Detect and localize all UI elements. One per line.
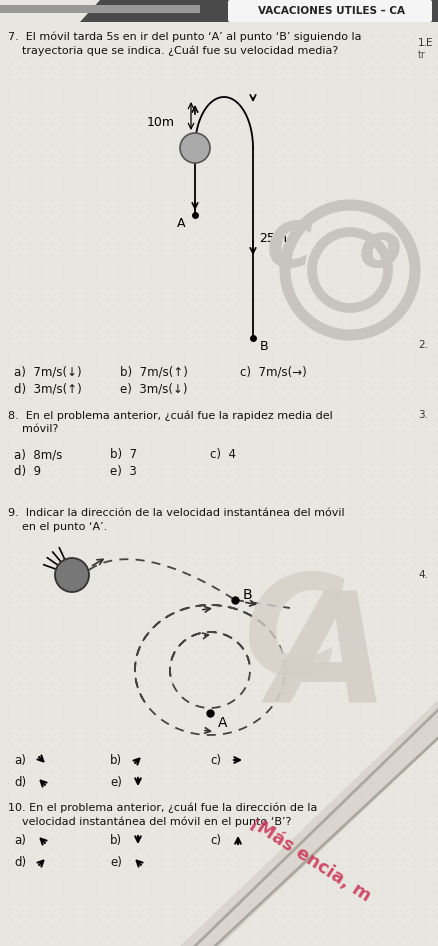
- Polygon shape: [80, 0, 438, 22]
- Text: d): d): [14, 855, 26, 868]
- Text: c)  4: c) 4: [210, 448, 236, 461]
- Text: e)  3m/s(↓): e) 3m/s(↓): [120, 382, 187, 395]
- Text: b): b): [110, 833, 122, 847]
- Text: VACACIONES UTILES – CA: VACACIONES UTILES – CA: [258, 6, 406, 16]
- Text: 4.: 4.: [418, 570, 428, 580]
- Text: 1.: 1.: [418, 38, 428, 48]
- Text: 8.  En el problema anterior, ¿cuál fue la rapidez media del: 8. En el problema anterior, ¿cuál fue la…: [8, 410, 333, 421]
- Text: 9.  Indicar la dirección de la velocidad instantánea del móvil: 9. Indicar la dirección de la velocidad …: [8, 508, 345, 518]
- Text: móvil?: móvil?: [8, 424, 58, 434]
- Text: a): a): [14, 833, 26, 847]
- Text: a): a): [14, 754, 26, 766]
- Text: c): c): [210, 833, 221, 847]
- Text: b)  7: b) 7: [110, 448, 137, 461]
- Text: a)  7m/s(↓): a) 7m/s(↓): [14, 365, 81, 378]
- Text: 10. En el problema anterior, ¿cuál fue la dirección de la: 10. En el problema anterior, ¿cuál fue l…: [8, 802, 318, 813]
- Text: A: A: [218, 716, 227, 730]
- Text: A: A: [271, 586, 389, 734]
- Text: o: o: [358, 220, 402, 280]
- Text: 7.  El móvil tarda 5s en ir del punto ‘A’ al punto ‘B’ siguiendo la: 7. El móvil tarda 5s en ir del punto ‘A’…: [8, 32, 361, 43]
- Text: e): e): [110, 855, 122, 868]
- Text: C: C: [244, 568, 346, 703]
- Text: c): c): [210, 754, 221, 766]
- Circle shape: [55, 558, 89, 592]
- Text: B: B: [260, 340, 268, 353]
- Text: b): b): [110, 754, 122, 766]
- Text: a)  8m/s: a) 8m/s: [14, 448, 62, 461]
- Text: 10m: 10m: [147, 116, 175, 129]
- Text: b)  7m/s(↑): b) 7m/s(↑): [120, 365, 188, 378]
- Text: 2.: 2.: [418, 340, 428, 350]
- Text: E: E: [426, 38, 432, 48]
- Polygon shape: [0, 5, 200, 13]
- FancyBboxPatch shape: [228, 0, 432, 22]
- Text: e): e): [110, 776, 122, 789]
- Text: tr: tr: [418, 50, 426, 60]
- Text: c)  7m/s(→): c) 7m/s(→): [240, 365, 307, 378]
- Text: d)  9: d) 9: [14, 465, 41, 478]
- Text: en el punto ‘A’.: en el punto ‘A’.: [8, 522, 107, 532]
- Text: C: C: [267, 220, 313, 280]
- Text: 25m: 25m: [259, 232, 287, 244]
- Polygon shape: [180, 700, 438, 946]
- Text: d)  3m/s(↑): d) 3m/s(↑): [14, 382, 82, 395]
- Text: 3.: 3.: [418, 410, 428, 420]
- Text: trayectoria que se indica. ¿Cuál fue su velocidad media?: trayectoria que se indica. ¿Cuál fue su …: [8, 46, 338, 57]
- Text: d): d): [14, 776, 26, 789]
- Text: A: A: [177, 217, 185, 230]
- Text: ¡Más encia, m: ¡Más encia, m: [246, 815, 374, 906]
- Text: velocidad instantánea del móvil en el punto ‘B’?: velocidad instantánea del móvil en el pu…: [8, 816, 291, 827]
- Text: B: B: [243, 588, 253, 602]
- Text: e)  3: e) 3: [110, 465, 137, 478]
- Circle shape: [180, 133, 210, 163]
